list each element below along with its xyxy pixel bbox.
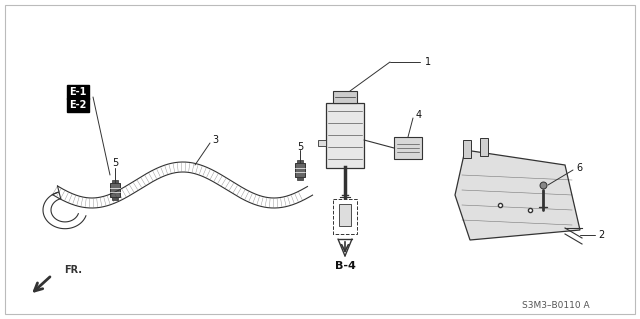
Text: 2: 2: [598, 230, 604, 240]
Bar: [110, 183, 120, 197]
Bar: [326, 103, 364, 168]
Text: 3: 3: [212, 135, 218, 145]
Text: 5: 5: [297, 142, 303, 152]
Text: E-2: E-2: [69, 100, 86, 110]
Text: 5: 5: [112, 158, 118, 168]
Text: E-1: E-1: [69, 87, 86, 97]
Text: B-4: B-4: [335, 261, 355, 271]
Bar: [112, 197, 118, 200]
Text: 4: 4: [416, 110, 422, 120]
Polygon shape: [455, 150, 580, 240]
Bar: [112, 180, 118, 183]
Text: FR.: FR.: [64, 265, 82, 275]
Bar: [463, 140, 471, 158]
Bar: [297, 160, 303, 163]
Bar: [333, 199, 357, 234]
Bar: [333, 91, 357, 103]
Bar: [318, 140, 326, 146]
Text: 1: 1: [425, 57, 431, 67]
Bar: [297, 177, 303, 180]
Bar: [339, 204, 351, 226]
Bar: [295, 163, 305, 177]
Text: S3M3–B0110 A: S3M3–B0110 A: [522, 300, 590, 309]
Text: 6: 6: [576, 163, 582, 173]
Bar: [394, 137, 422, 159]
Bar: [480, 138, 488, 156]
